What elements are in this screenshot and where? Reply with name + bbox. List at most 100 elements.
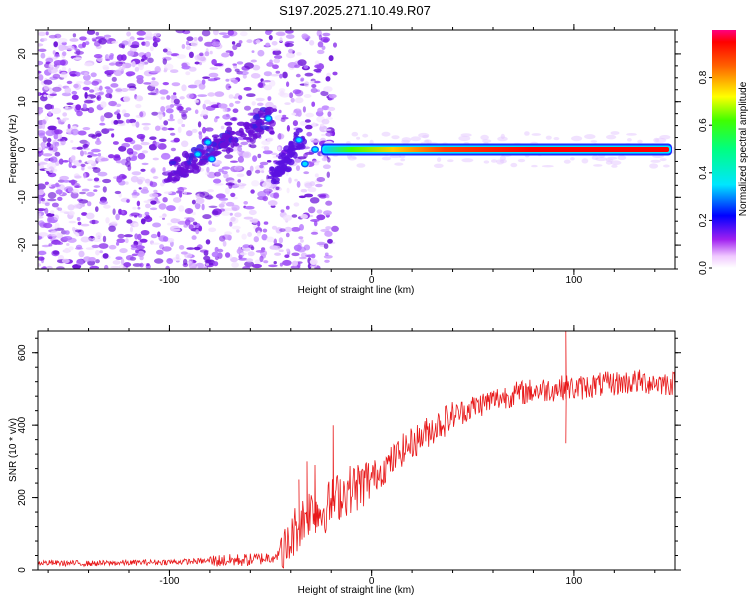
spectrogram-blob bbox=[54, 141, 60, 147]
spectrogram-blob bbox=[211, 59, 217, 65]
spectrogram-blob bbox=[179, 192, 183, 198]
spectrogram-blob bbox=[221, 170, 228, 175]
spectrogram-blob bbox=[510, 162, 518, 168]
spectrogram-blob bbox=[76, 217, 81, 221]
spectrogram-blob bbox=[311, 84, 317, 88]
spectrogram-blob bbox=[82, 103, 87, 110]
spectrogram-blob bbox=[238, 40, 243, 44]
spectrogram-blob bbox=[116, 113, 121, 120]
spectrogram-blob bbox=[99, 250, 103, 254]
spectrogram-blob bbox=[218, 168, 224, 173]
spectrogram-blob bbox=[83, 99, 94, 104]
spectrogram-blob bbox=[113, 155, 121, 161]
spectrogram-blob bbox=[178, 205, 185, 212]
spectrogram-blob bbox=[139, 111, 144, 118]
spectrogram-blob bbox=[44, 168, 52, 171]
spectrogram-blob bbox=[186, 217, 195, 223]
spectrogram-blob bbox=[214, 171, 221, 177]
spectrogram-blob bbox=[261, 170, 265, 174]
spectrogram-blob bbox=[186, 36, 194, 42]
spectrogram-blob bbox=[262, 80, 266, 84]
spectrogram-blob bbox=[263, 221, 269, 225]
spectrogram-blob bbox=[57, 138, 64, 142]
spectrogram-blob bbox=[136, 75, 144, 80]
spectrogram-blob bbox=[325, 76, 331, 82]
spectrogram-blob bbox=[81, 212, 88, 216]
spectrogram-blob bbox=[108, 54, 114, 60]
spectrogram-blob bbox=[57, 134, 63, 140]
spectrogram-blob bbox=[47, 125, 57, 131]
colorbar: 0.0 0.2 0.4 0.6 0.8 Normalized spectral ampl… bbox=[698, 30, 749, 275]
spectrogram-blob bbox=[170, 218, 179, 224]
spectrogram-blob bbox=[243, 201, 248, 205]
spectrogram-blob bbox=[67, 204, 75, 211]
spectrogram-blob bbox=[186, 130, 193, 137]
spectrogram-blob bbox=[270, 166, 275, 171]
spectrogram-blob bbox=[293, 131, 300, 136]
spectrogram-blob bbox=[184, 208, 194, 214]
spectrogram-blob bbox=[252, 155, 258, 162]
spectrogram-blob bbox=[288, 145, 294, 152]
spectrogram-blob bbox=[95, 31, 100, 36]
spectrogram-blob bbox=[51, 107, 62, 115]
spectrogram-blob bbox=[186, 93, 194, 99]
spectrogram-blob bbox=[274, 166, 280, 173]
spectrogram-blob bbox=[291, 252, 300, 257]
spectrogram-blob bbox=[325, 194, 330, 199]
spectrogram-blob bbox=[275, 31, 286, 36]
spectrogram-blob bbox=[231, 225, 241, 230]
spectrogram-blob bbox=[224, 187, 230, 195]
spectrogram-blob bbox=[77, 221, 82, 226]
spectrogram-blob bbox=[230, 192, 236, 198]
spectrogram-blob bbox=[96, 96, 100, 100]
spectrogram-blob bbox=[42, 37, 48, 42]
spectrogram-blob bbox=[38, 220, 45, 227]
spectrogram-blob bbox=[162, 217, 165, 220]
spectrogram-blob bbox=[102, 66, 110, 71]
spectrogram-blob bbox=[87, 166, 93, 170]
spectrogram-blob bbox=[323, 210, 332, 216]
spectrogram-blob bbox=[55, 189, 63, 195]
spectrogram-blob bbox=[211, 41, 221, 47]
spectrogram-blob bbox=[269, 171, 276, 176]
spectrogram-x-tick-label: 100 bbox=[566, 275, 583, 286]
spectrogram-blob bbox=[91, 244, 100, 249]
spectrogram-blob bbox=[300, 214, 308, 219]
spectrogram-blob bbox=[226, 147, 231, 154]
spectrogram-blob bbox=[249, 138, 254, 142]
spectrogram-blob bbox=[272, 64, 279, 69]
spectrogram-blob bbox=[38, 263, 42, 267]
spectrogram-blob bbox=[295, 165, 301, 172]
spectrogram-blob bbox=[294, 64, 300, 69]
spectrogram-blob bbox=[257, 191, 267, 198]
spectrogram-blob bbox=[56, 117, 60, 120]
spectrogram-blob bbox=[46, 142, 51, 147]
colorbar-tick-label: 0.0 bbox=[698, 261, 709, 275]
spectrogram-blob bbox=[309, 197, 320, 204]
spectrogram-blob bbox=[73, 83, 79, 89]
spectrogram-blob bbox=[198, 225, 203, 232]
spectrogram-blob bbox=[381, 131, 391, 137]
spectrogram-blob bbox=[279, 228, 286, 233]
spectrogram-blob bbox=[282, 114, 287, 118]
spectrogram-blob bbox=[70, 191, 79, 199]
spectrogram-blob bbox=[66, 80, 73, 85]
spectrogram-blob bbox=[62, 112, 68, 117]
spectrogram-hotspot-core bbox=[209, 157, 215, 162]
spectrogram-blob bbox=[235, 130, 245, 136]
spectrogram-blob bbox=[52, 250, 60, 255]
spectrogram-blob bbox=[157, 231, 161, 238]
spectrogram-blob bbox=[115, 213, 120, 221]
spectrogram-blob bbox=[82, 86, 90, 91]
spectrogram-blob bbox=[288, 177, 292, 184]
spectrogram-blob bbox=[273, 238, 277, 245]
spectrogram-blob bbox=[263, 84, 273, 91]
spectrogram-blob bbox=[325, 132, 333, 137]
spectrogram-blob bbox=[230, 216, 236, 222]
spectrogram-blob bbox=[105, 93, 112, 99]
spectrogram-blob bbox=[106, 73, 112, 77]
spectrogram-blob bbox=[271, 176, 280, 183]
spectrogram-blob bbox=[292, 120, 298, 127]
spectrogram-blob bbox=[64, 87, 72, 94]
spectrogram-hotspot-core bbox=[195, 152, 201, 157]
